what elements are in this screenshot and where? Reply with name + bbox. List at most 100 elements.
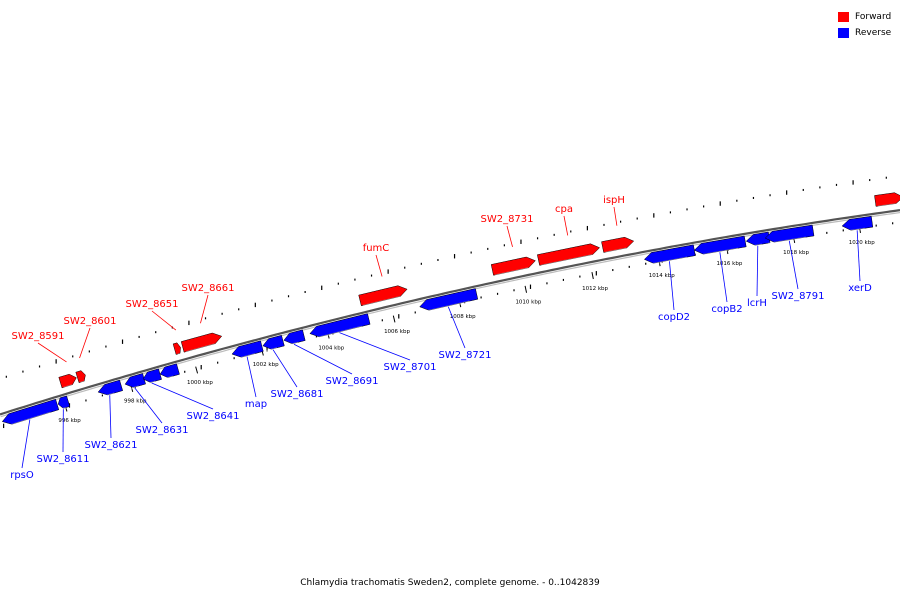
reverse-gene-label: SW2_8701 bbox=[383, 362, 436, 373]
forward-gene-leader bbox=[152, 311, 176, 330]
scale-dot bbox=[753, 197, 754, 199]
reverse-gene-SW2_8611[interactable] bbox=[58, 396, 70, 409]
scale-dot bbox=[188, 321, 189, 325]
forward-gene-label: cpa bbox=[555, 204, 573, 215]
axis-tick-label: 1012 kbp bbox=[582, 286, 608, 292]
forward-gene-label: SW2_8591 bbox=[11, 331, 64, 342]
scale-dot bbox=[89, 350, 90, 352]
legend-label-reverse: Reverse bbox=[855, 28, 891, 38]
reverse-gene-leader bbox=[339, 333, 410, 360]
axis-tick bbox=[525, 286, 526, 293]
axis-tick-label: 1006 kbp bbox=[384, 329, 410, 335]
scale-dot bbox=[371, 275, 372, 277]
reverse-gene-leader bbox=[22, 419, 30, 468]
scale-dot bbox=[85, 399, 86, 401]
scale-dot bbox=[288, 295, 289, 297]
forward-gene-label: SW2_8601 bbox=[63, 316, 116, 327]
scale-dot bbox=[819, 186, 820, 188]
forward-gene-leader bbox=[564, 216, 568, 235]
legend-item-reverse: Reverse bbox=[838, 25, 891, 40]
scale-dot bbox=[271, 300, 272, 302]
forward-gene-SW2_8661[interactable] bbox=[181, 333, 222, 352]
scale-dot bbox=[769, 194, 770, 196]
reverse-gene-leader bbox=[135, 388, 162, 423]
forward-gene-leader bbox=[507, 226, 513, 247]
legend: Forward Reverse bbox=[838, 9, 891, 41]
reverse-gene-label: SW2_8641 bbox=[186, 411, 239, 422]
reverse-gene-label: SW2_8791 bbox=[771, 291, 824, 302]
reverse-gene-label: SW2_8681 bbox=[270, 389, 323, 400]
axis-tick-label: 1020 kbp bbox=[849, 240, 875, 246]
reverse-gene-label: lcrH bbox=[747, 298, 767, 309]
reverse-gene-label: copB2 bbox=[711, 304, 742, 315]
axis-tick-label: 1008 kbp bbox=[450, 314, 476, 320]
forward-gene-SW2_8731[interactable] bbox=[491, 257, 535, 275]
scale-dot bbox=[122, 340, 123, 344]
scale-dot bbox=[217, 362, 218, 364]
axis-tick-label: 1002 kbp bbox=[253, 362, 279, 368]
axis-tick-label: 996 kbp bbox=[58, 418, 81, 424]
forward-gene-leader bbox=[200, 295, 208, 323]
reverse-gene-leader bbox=[273, 350, 297, 387]
scale-dot bbox=[105, 346, 106, 348]
reverse-gene-leader bbox=[720, 252, 727, 302]
scale-dot bbox=[653, 213, 654, 217]
scale-dot bbox=[238, 308, 239, 310]
scale-dot bbox=[388, 269, 389, 273]
scale-dot bbox=[596, 271, 597, 275]
scale-dot bbox=[471, 252, 472, 254]
scale-dot bbox=[497, 293, 498, 295]
scale-dot bbox=[56, 359, 57, 363]
forward-gene-SW2_8601-highlight bbox=[81, 382, 84, 383]
scale-dot bbox=[579, 276, 580, 278]
reverse-gene-label: rpsO bbox=[10, 470, 34, 481]
scale-dot bbox=[487, 248, 488, 250]
axis-tick-label: 1000 kbp bbox=[187, 380, 213, 386]
scale-dot bbox=[354, 279, 355, 281]
scale-dot bbox=[843, 229, 844, 231]
axis-tick-label: 1018 kbp bbox=[783, 250, 809, 256]
scale-dot bbox=[480, 296, 481, 298]
forward-gene-SW2_8651-highlight bbox=[178, 354, 180, 355]
reverse-gene-label: SW2_8611 bbox=[36, 454, 89, 465]
scale-dot bbox=[139, 336, 140, 338]
scale-dot bbox=[670, 211, 671, 213]
forward-gene-label: ispH bbox=[603, 195, 625, 206]
scale-dot bbox=[803, 189, 804, 191]
reverse-gene-SW2_8611-highlight bbox=[62, 408, 66, 409]
scale-dot bbox=[3, 424, 4, 428]
scale-dot bbox=[201, 365, 202, 369]
scale-dot bbox=[686, 208, 687, 210]
reverse-gene-label: map bbox=[245, 399, 267, 410]
axis-tick-label: 1004 kbp bbox=[318, 345, 344, 351]
forward-gene-SW2_8601[interactable] bbox=[76, 371, 86, 383]
forward-gene-SW2_8651[interactable] bbox=[173, 343, 181, 355]
axis-tick bbox=[592, 272, 593, 279]
reverse-gene-leader bbox=[152, 383, 213, 409]
genome-caption: Chlamydia trachomatis Sweden2, complete … bbox=[0, 578, 900, 588]
scale-dot bbox=[629, 266, 630, 268]
reverse-gene-label: xerD bbox=[848, 283, 872, 294]
axis-tick bbox=[393, 316, 395, 323]
legend-item-forward: Forward bbox=[838, 9, 891, 24]
scale-dot bbox=[537, 237, 538, 239]
legend-swatch-forward bbox=[838, 12, 849, 22]
scale-dot bbox=[620, 221, 621, 223]
reverse-gene-label: SW2_8621 bbox=[84, 440, 137, 451]
reverse-gene-SW2_8701[interactable] bbox=[310, 314, 370, 337]
scale-dot bbox=[869, 179, 870, 181]
scale-dot bbox=[892, 222, 893, 224]
scale-dot bbox=[836, 184, 837, 186]
scale-dot bbox=[398, 314, 399, 318]
scale-dot bbox=[155, 331, 156, 333]
reverse-gene-unlabeled-highlight bbox=[163, 377, 173, 380]
scale-dot bbox=[305, 291, 306, 293]
scale-dot bbox=[563, 279, 564, 281]
scale-dot bbox=[421, 263, 422, 265]
scale-dot bbox=[546, 282, 547, 284]
forward-gene-label: fumC bbox=[363, 243, 390, 254]
scale-dot bbox=[222, 313, 223, 315]
scale-dot bbox=[437, 259, 438, 261]
